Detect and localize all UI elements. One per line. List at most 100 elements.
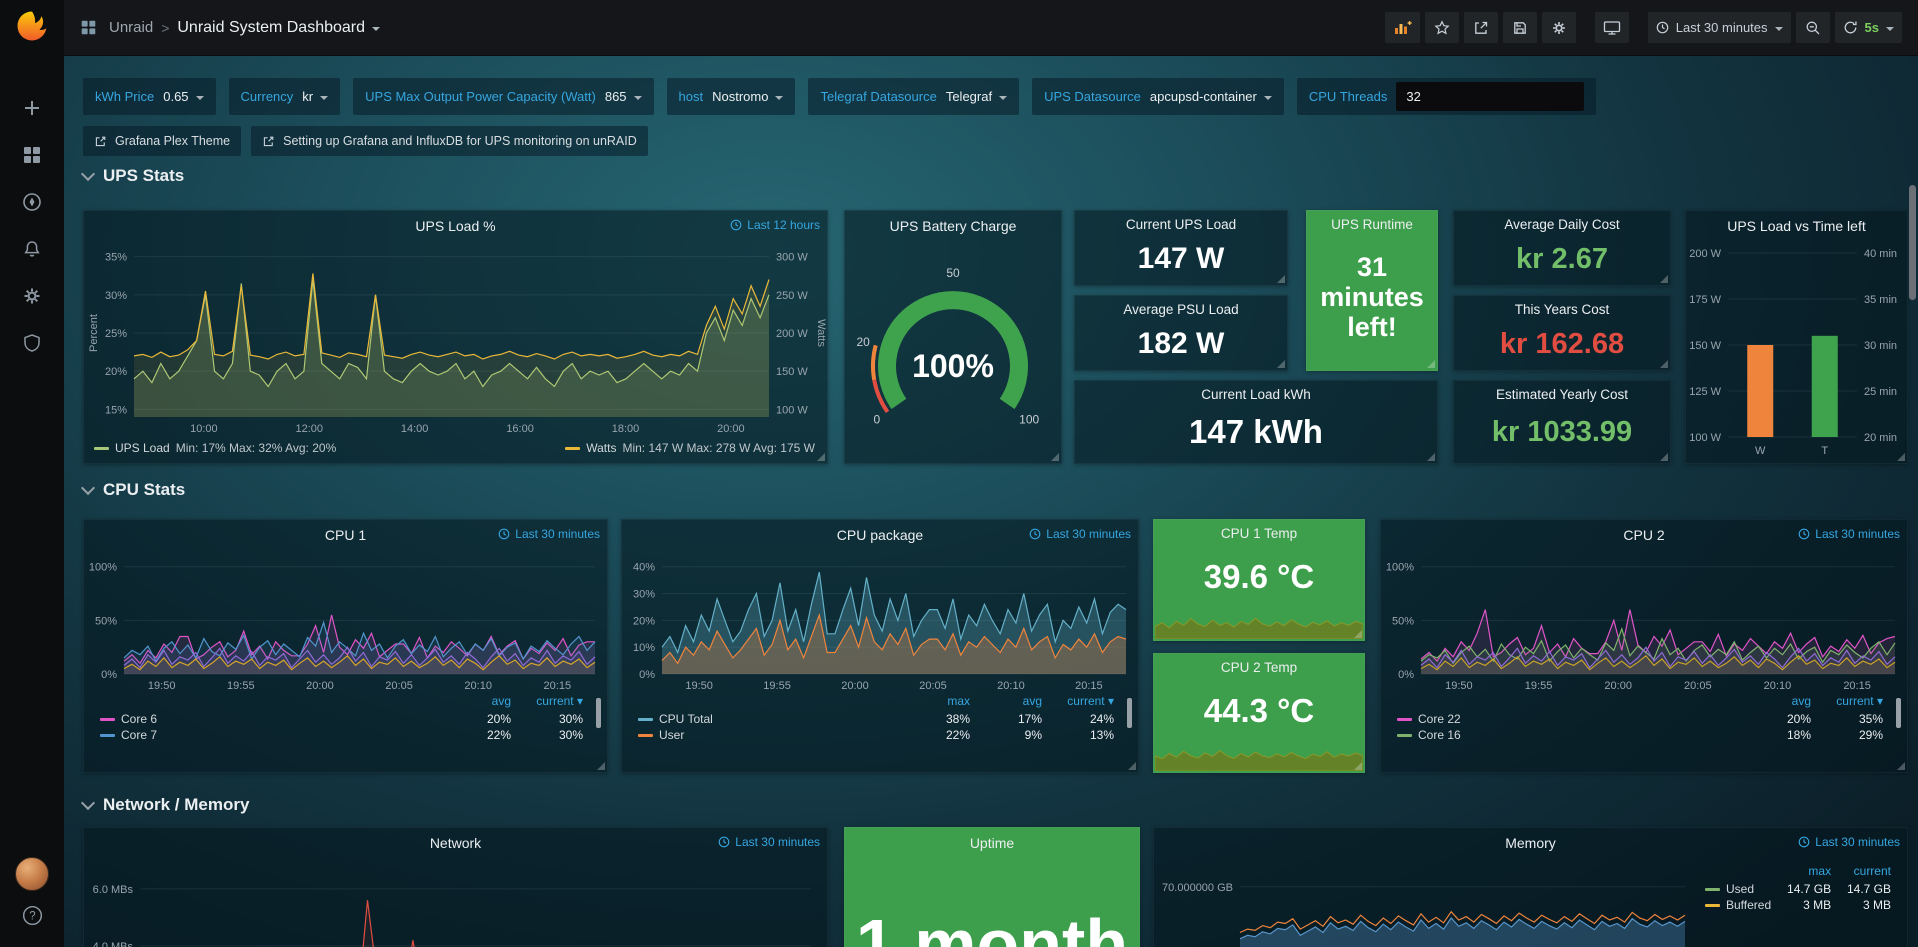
save-dashboard-button[interactable] xyxy=(1503,12,1537,43)
dashboards-grid-icon[interactable] xyxy=(80,19,97,36)
panel-title[interactable]: Average Daily Cost xyxy=(1504,217,1619,232)
panel-average-daily-cost: Average Daily Cost kr 2.67 xyxy=(1453,210,1671,286)
section-ups-stats[interactable]: UPS Stats xyxy=(83,166,184,186)
variable-kwh-price[interactable]: kWh Price0.65 xyxy=(83,78,216,115)
time-range-badge[interactable]: Last 30 minutes xyxy=(498,527,600,541)
panel-title[interactable]: UPS Load % xyxy=(415,218,495,234)
legend-sort-current[interactable]: current xyxy=(1837,864,1897,881)
panel-title[interactable]: Estimated Yearly Cost xyxy=(1496,387,1628,402)
panel-title[interactable]: UPS Runtime xyxy=(1331,217,1413,232)
cpu-package-chart[interactable]: 0%10%20%30%40%19:5019:5520:0020:0520:102… xyxy=(622,550,1138,692)
configuration-gear-icon[interactable] xyxy=(0,272,64,319)
section-cpu-stats[interactable]: CPU Stats xyxy=(83,480,185,500)
breadcrumb-app[interactable]: Unraid xyxy=(109,19,153,36)
panel-title[interactable]: Network xyxy=(430,835,481,851)
grafana-logo-icon[interactable] xyxy=(15,9,49,48)
legend-row[interactable]: Core 722%30% xyxy=(94,727,589,743)
legend-scrollbar[interactable] xyxy=(596,698,601,728)
battery-gauge[interactable]: 02050100100% xyxy=(845,241,1061,463)
cpu-threads-input[interactable] xyxy=(1396,82,1584,111)
svg-text:4.0 MBs: 4.0 MBs xyxy=(93,941,134,947)
add-panel-button[interactable] xyxy=(1385,12,1420,43)
user-avatar[interactable] xyxy=(15,857,49,891)
time-range-badge[interactable]: Last 30 minutes xyxy=(1798,527,1900,541)
legend-row[interactable]: User22%9%13% xyxy=(632,727,1120,743)
variable-currency[interactable]: Currencykr xyxy=(229,78,341,115)
create-plus-icon[interactable] xyxy=(0,84,64,131)
panel-title[interactable]: UPS Load vs Time left xyxy=(1727,218,1866,234)
breadcrumb-dashboard-title[interactable]: Unraid System Dashboard xyxy=(177,19,365,37)
legend-sort-avg[interactable]: avg xyxy=(976,694,1048,711)
dashboards-icon[interactable] xyxy=(0,131,64,178)
time-range-badge[interactable]: Last 30 minutes xyxy=(718,835,820,849)
help-icon[interactable]: ? xyxy=(22,905,43,931)
svg-text:Watts: Watts xyxy=(815,319,827,347)
legend-sort-avg[interactable]: avg xyxy=(1745,694,1817,711)
variable-telegraf-datasource[interactable]: Telegraf DatasourceTelegraf xyxy=(808,78,1019,115)
link-ups-monitoring-guide[interactable]: Setting up Grafana and InfluxDB for UPS … xyxy=(251,126,648,156)
legend-item[interactable]: UPS LoadMin: 17% Max: 32% Avg: 20% xyxy=(94,441,336,455)
refresh-button[interactable]: 5s xyxy=(1835,12,1902,43)
panel-title[interactable]: Memory xyxy=(1505,835,1556,851)
svg-text:300 W: 300 W xyxy=(776,252,808,264)
legend-row[interactable]: Core 620%30% xyxy=(94,711,589,727)
variable-host[interactable]: hostNostromo xyxy=(667,78,796,115)
legend-sort-avg[interactable]: avg xyxy=(445,694,517,711)
cycle-view-mode-button[interactable] xyxy=(1595,12,1629,43)
memory-chart[interactable]: 50.000000 GB60.000000 GB70.000000 GB xyxy=(1154,858,1699,947)
legend-row[interactable]: Buffered3 MB3 MB xyxy=(1699,897,1897,913)
panel-title[interactable]: CPU package xyxy=(837,527,923,543)
time-range-badge[interactable]: Last 12 hours xyxy=(730,218,820,232)
svg-text:10%: 10% xyxy=(633,642,655,654)
panel-title[interactable]: UPS Battery Charge xyxy=(890,218,1017,234)
share-dashboard-button[interactable] xyxy=(1464,12,1498,43)
legend-scrollbar[interactable] xyxy=(1127,698,1132,728)
panel-title[interactable]: Uptime xyxy=(970,835,1014,851)
legend-item[interactable]: WattsMin: 147 W Max: 278 W Avg: 175 W xyxy=(565,441,815,455)
legend-sort-current[interactable]: current ▾ xyxy=(1817,694,1889,711)
legend-sort-max[interactable]: max xyxy=(904,694,976,711)
explore-compass-icon[interactable] xyxy=(0,178,64,225)
legend-sort-current[interactable]: current ▾ xyxy=(1048,694,1120,711)
legend-row[interactable]: Core 2220%35% xyxy=(1391,711,1889,727)
panel-title[interactable]: This Years Cost xyxy=(1515,302,1610,317)
legend-row[interactable]: Used14.7 GB14.7 GB xyxy=(1699,881,1897,897)
dashboard-settings-button[interactable] xyxy=(1542,12,1576,43)
legend-scrollbar[interactable] xyxy=(1896,698,1901,728)
svg-text:30%: 30% xyxy=(633,589,655,601)
zoom-out-button[interactable] xyxy=(1796,12,1830,43)
variable-ups-datasource[interactable]: UPS Datasourceapcupsd-container xyxy=(1032,78,1284,115)
svg-text:20:05: 20:05 xyxy=(385,680,413,692)
network-chart[interactable]: 2.0 MBs4.0 MBs6.0 MBs xyxy=(84,858,827,947)
variable-ups-max-output[interactable]: UPS Max Output Power Capacity (Watt)865 xyxy=(353,78,653,115)
panel-title[interactable]: CPU 2 xyxy=(1623,527,1664,543)
legend-row[interactable]: Core 1618%29% xyxy=(1391,727,1889,743)
section-network-memory[interactable]: Network / Memory xyxy=(83,795,249,815)
panel-title[interactable]: CPU 1 Temp xyxy=(1221,526,1297,541)
cpu1-chart[interactable]: 0%50%100%19:5019:5520:0020:0520:1020:15 xyxy=(84,550,607,692)
legend-sort-current[interactable]: current ▾ xyxy=(517,694,589,711)
alerting-bell-icon[interactable] xyxy=(0,225,64,272)
page-scrollbar-thumb[interactable] xyxy=(1909,185,1916,300)
chart-legend: maxavgcurrent ▾CPU Total38%17%24%User22%… xyxy=(622,692,1138,772)
ups-bar-chart[interactable]: 100 W125 W150 W175 W200 W20 min25 min30 … xyxy=(1686,241,1907,463)
variable-cpu-threads: CPU Threads xyxy=(1297,78,1597,115)
panel-ups-battery-charge: UPS Battery Charge 02050100100% xyxy=(844,210,1062,464)
server-admin-shield-icon[interactable] xyxy=(0,319,64,366)
chevron-down-icon[interactable] xyxy=(372,27,380,31)
legend-sort-max[interactable]: max xyxy=(1777,864,1837,881)
cpu2-chart[interactable]: 0%50%100%19:5019:5520:0020:0520:1020:15 xyxy=(1381,550,1907,692)
time-range-badge[interactable]: Last 30 minutes xyxy=(1029,527,1131,541)
panel-title[interactable]: Current Load kWh xyxy=(1201,387,1311,402)
ups-load-chart[interactable]: 15%20%25%30%35%100 W150 W200 W250 W300 W… xyxy=(84,241,827,437)
time-range-picker[interactable]: Last 30 minutes xyxy=(1648,12,1791,43)
panel-title[interactable]: CPU 2 Temp xyxy=(1221,660,1297,675)
svg-text:20%: 20% xyxy=(105,366,127,378)
time-range-badge[interactable]: Last 30 minutes xyxy=(1798,835,1900,849)
star-dashboard-button[interactable] xyxy=(1425,12,1459,43)
link-grafana-plex-theme[interactable]: Grafana Plex Theme xyxy=(83,126,241,156)
panel-title[interactable]: CPU 1 xyxy=(325,527,366,543)
legend-row[interactable]: CPU Total38%17%24% xyxy=(632,711,1120,727)
panel-title[interactable]: Average PSU Load xyxy=(1123,302,1238,317)
panel-title[interactable]: Current UPS Load xyxy=(1126,217,1236,232)
